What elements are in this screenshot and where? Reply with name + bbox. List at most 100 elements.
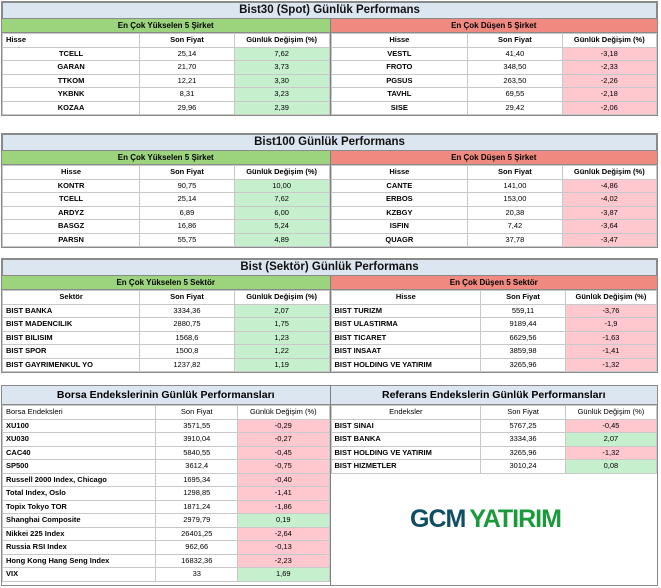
column-header: Günlük Değişim (%) [233, 165, 330, 180]
bist30-gainers-band: En Çok Yükselen 5 Şirket [2, 19, 330, 33]
change-cell: -1,32 [564, 445, 658, 460]
column-header: Hisse [330, 33, 469, 48]
column-header: Günlük Değişim (%) [564, 290, 658, 305]
referans-title: Referans Endekslerin Günlük Performansla… [330, 386, 657, 405]
index-cell: BIST BANKA [330, 432, 482, 447]
table-row: XU100 3571,55 -0,29 [1, 418, 330, 433]
bist100-losers-band: En Çok Düşen 5 Şirket [330, 151, 657, 165]
table-row: PGSUS 263,50 -2,26 [330, 73, 658, 88]
table-row: FROTO 348,50 -2,33 [330, 60, 658, 75]
table-row: QUAGR 37,78 -3,47 [330, 232, 658, 247]
column-header: Günlük Değişim (%) [561, 33, 658, 48]
bist30-panel: Bist30 (Spot) Günlük Performans En Çok Y… [1, 1, 658, 116]
price-cell: 1695,34 [155, 472, 239, 487]
bist100-panel: Bist100 Günlük Performans En Çok Yüksele… [1, 133, 658, 248]
price-cell: 2979,79 [155, 513, 239, 528]
change-cell: -1,41 [237, 486, 330, 501]
bist30-gainers-table: Hisse Son Fiyat Günlük Değişim (%) TCELL… [1, 33, 330, 115]
price-cell: 1568,6 [139, 330, 235, 345]
sector-panel: Bist (Sektör) Günlük Performans En Çok Y… [1, 258, 658, 373]
change-cell: 0,08 [564, 459, 658, 474]
index-cell: Russia RSI Index [1, 540, 157, 555]
price-cell: 29,96 [139, 100, 235, 115]
price-cell: 21,70 [139, 60, 235, 75]
index-cell: VIX [1, 567, 157, 582]
column-header: Hisse [1, 165, 141, 180]
table-row: BIST HOLDING VE YATIRIM 3265,96 -1,32 [330, 357, 658, 372]
bist100-gainers: En Çok Yükselen 5 Şirket Hisse Son Fiyat… [1, 151, 330, 247]
column-header: Günlük Değişim (%) [233, 33, 330, 48]
index-cell: Nikkei 225 Index [1, 526, 157, 541]
price-cell: 153,00 [467, 192, 563, 207]
change-cell: -2,06 [561, 100, 658, 115]
price-cell: 1500,8 [139, 344, 235, 359]
sector-cell: BIST SPOR [1, 344, 141, 359]
change-cell: 7,62 [233, 46, 330, 61]
index-cell: Total Index, Oslo [1, 486, 157, 501]
ticker-cell: PGSUS [330, 73, 469, 88]
bist100-losers-table: Hisse Son Fiyat Günlük Değişim (%) CANTE… [330, 165, 658, 247]
table-row: ISFIN 7,42 -3,64 [330, 219, 658, 234]
referans-panel: Referans Endekslerin Günlük Performansla… [329, 386, 658, 585]
change-cell: 10,00 [233, 178, 330, 193]
index-cell: CAC40 [1, 445, 157, 460]
table-row: BIST MADENCILIK 2880,75 1,75 [1, 317, 330, 332]
price-cell: 3612,4 [155, 459, 239, 474]
logo-text-yatirim: YATIRIM [469, 505, 562, 533]
bist30-title: Bist30 (Spot) Günlük Performans [2, 2, 657, 19]
ticker-cell: ERBOS [330, 192, 469, 207]
table-row: KOZAA 29,96 2,39 [1, 100, 330, 115]
ticker-cell: KONTR [1, 178, 141, 193]
ticker-cell: VESTL [330, 46, 469, 61]
table-row: BASGZ 16,86 5,24 [1, 219, 330, 234]
change-cell: -2,18 [561, 87, 658, 102]
price-cell: 962,66 [155, 540, 239, 555]
change-cell: -4,02 [561, 192, 658, 207]
change-cell: -2,64 [237, 526, 330, 541]
ticker-cell: BASGZ [1, 219, 141, 234]
table-row: KZBGY 20,38 -3,87 [330, 205, 658, 220]
gcm-yatirim-logo: GCM YATIRIM [410, 505, 562, 534]
sector-cell: BIST HOLDING VE YATIRIM [330, 357, 482, 372]
price-cell: 37,78 [467, 232, 563, 247]
column-header: Günlük Değişim (%) [564, 405, 658, 420]
change-cell: -1,63 [564, 330, 658, 345]
table-row: BIST SINAI 5767,25 -0,45 [330, 418, 658, 433]
change-cell: -0,13 [237, 540, 330, 555]
table-row: ERBOS 153,00 -4,02 [330, 192, 658, 207]
bist30-losers: En Çok Düşen 5 Şirket Hisse Son Fiyat Gü… [329, 19, 658, 115]
table-row: GARAN 21,70 3,73 [1, 60, 330, 75]
price-cell: 3010,24 [480, 459, 566, 474]
price-cell: 41,40 [467, 46, 563, 61]
price-cell: 3265,96 [480, 357, 566, 372]
sector-cell: BIST TICARET [330, 330, 482, 345]
price-cell: 348,50 [467, 60, 563, 75]
ticker-cell: PARSN [1, 232, 141, 247]
price-cell: 6,89 [139, 205, 235, 220]
table-row: Topix Tokyo TOR 1871,24 -1,86 [1, 499, 330, 514]
column-header: Sektör [1, 290, 141, 305]
bist100-title: Bist100 Günlük Performans [2, 134, 657, 151]
change-cell: -0,27 [237, 432, 330, 447]
column-header: Son Fiyat [155, 405, 239, 420]
index-cell: Topix Tokyo TOR [1, 499, 157, 514]
change-cell: -4,86 [561, 178, 658, 193]
bist30-gainers: En Çok Yükselen 5 Şirket Hisse Son Fiyat… [1, 19, 330, 115]
table-row: XU030 3910,04 -0,27 [1, 432, 330, 447]
ticker-cell: ARDYZ [1, 205, 141, 220]
price-cell: 26401,25 [155, 526, 239, 541]
sector-cell: BIST BANKA [1, 303, 141, 318]
table-row: Total Index, Oslo 1298,85 -1,41 [1, 486, 330, 501]
change-cell: -3,18 [561, 46, 658, 61]
index-cell: BIST HIZMETLER [330, 459, 482, 474]
change-cell: -2,26 [561, 73, 658, 88]
table-row: BIST SPOR 1500,8 1,22 [1, 344, 330, 359]
price-cell: 20,38 [467, 205, 563, 220]
table-header-row: Hisse Son Fiyat Günlük Değişim (%) [1, 165, 330, 180]
table-row: BIST ULASTIRMA 9189,44 -1,9 [330, 317, 658, 332]
table-row: SP500 3612,4 -0,75 [1, 459, 330, 474]
change-cell: 0,19 [237, 513, 330, 528]
price-cell: 7,42 [467, 219, 563, 234]
price-cell: 1871,24 [155, 499, 239, 514]
sector-cell: BIST BILISIM [1, 330, 141, 345]
